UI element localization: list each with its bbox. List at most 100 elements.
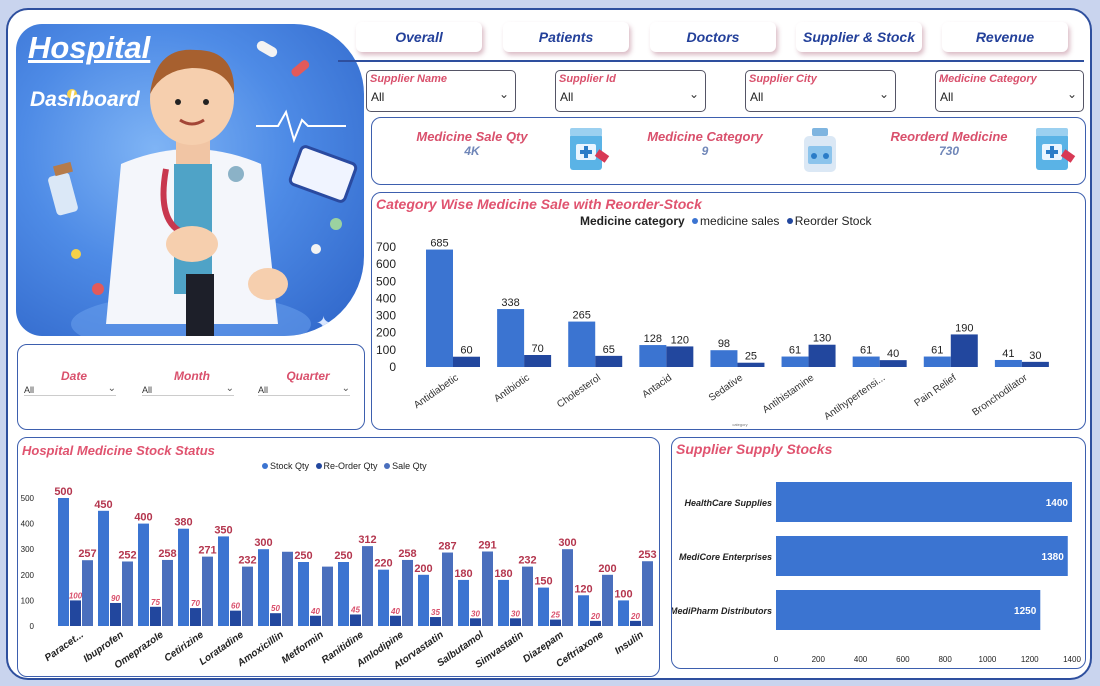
legend-item: Re-Order Qty [323,461,378,471]
data-label: 35 [431,608,440,617]
nav-revenue-button[interactable]: Revenue [942,22,1068,52]
supplier-name-slicer[interactable]: Supplier Name All ⌄ [366,70,516,112]
chevron-down-icon[interactable]: ⌄ [878,87,889,101]
data-label: 287 [438,541,456,553]
data-label: 60 [231,602,240,611]
chevron-down-icon[interactable]: ⌄ [688,87,699,101]
data-label: 232 [238,555,256,567]
bar [950,334,978,367]
month-slicer[interactable]: Month All ⌄ [142,369,242,396]
nav-overall-button[interactable]: Overall [356,22,482,52]
bar [578,595,589,626]
medicine-category-slicer[interactable]: Medicine Category All ⌄ [935,70,1084,112]
kpi-sale-qty-value: 4K [464,144,480,158]
supplier-id-slicer[interactable]: Supplier Id All ⌄ [555,70,706,112]
data-label: 41 [1002,348,1014,360]
x-tick-label: Antidiabetic [412,372,461,411]
medicine-box-icon [570,128,610,170]
chevron-down-icon[interactable]: ⌄ [341,383,350,394]
y-tick-label: 200 [21,571,35,580]
quarter-slicer[interactable]: Quarter All ⌄ [258,369,358,396]
y-tick-label: 600 [376,257,396,271]
chevron-down-icon[interactable]: ⌄ [498,87,509,101]
legend-item: medicine sales [700,214,780,228]
kpi-reorder-value: 730 [938,144,960,158]
legend-swatch [692,218,699,225]
data-label: 130 [813,333,831,345]
x-tick-label: Pain Relief [913,372,959,409]
slicer-label: Supplier Name [370,73,448,85]
slicer-label: Supplier Id [559,73,616,85]
dashboard-frame: ✦ Hospital Dashboard Overall Patients Do… [6,8,1092,680]
x-tick-label: Cholesterol [555,372,603,410]
nav-divider [338,60,1084,62]
x-tick-label: Paracet... [43,629,86,664]
x-tick-label: Bronchodilator [970,372,1030,418]
data-label: 20 [630,612,640,621]
data-label: 70 [531,343,543,355]
legend-item: Stock Qty [270,461,310,471]
data-label: 61 [860,345,872,357]
bar [666,346,694,367]
bar [808,344,836,367]
category-chart-title: Category Wise Medicine Sale with Reorder… [376,196,702,212]
bar [350,614,361,626]
data-label: 253 [638,549,656,561]
slicer-value: All [560,90,574,104]
bar [110,602,121,626]
data-label: 30 [511,609,520,618]
data-label: 100 [69,591,83,600]
data-label: 45 [350,605,360,614]
stock-chart-title: Hospital Medicine Stock Status [22,443,215,458]
bar [298,562,309,626]
doctor-illustration: ✦ [48,41,358,336]
y-tick-label: 300 [376,309,396,323]
bar [710,350,738,367]
bar [642,561,653,626]
bar [776,536,1068,576]
bar [190,608,201,626]
bar [378,569,389,626]
data-label: 61 [931,345,943,357]
supplier-bar-chart: HealthCare Supplies 1400 MediCore Enterpri… [672,482,1081,664]
data-label: 180 [494,568,512,580]
data-label: 180 [454,568,472,580]
data-label: 250 [294,550,312,562]
bar [218,536,229,626]
data-label: 400 [134,512,152,524]
bar [524,355,552,367]
nav-patients-button[interactable]: Patients [503,22,629,52]
bar [568,321,596,367]
legend-swatch [262,463,268,470]
data-label: 257 [78,548,96,560]
slicer-value: All [142,385,234,396]
data-label: 312 [358,534,376,546]
nav-doctors-button[interactable]: Doctors [650,22,776,52]
y-tick-label: MediPharm Distributors [672,606,772,616]
bar [390,615,401,626]
stock-chart-legend: Stock Qty Re-Order Qty Sale Qty [258,461,427,471]
supplier-city-slicer[interactable]: Supplier City All ⌄ [745,70,896,112]
bar [338,562,349,626]
chevron-down-icon[interactable]: ⌄ [225,383,234,394]
x-tick-label: 0 [774,655,779,664]
kpi-panel: Medicine Sale Qty 4K Medicine Category 9… [371,117,1086,185]
stock-bar-chart: 0 100 200 300 400 500 500 100 257 Paracet... 450 90… [21,486,657,673]
y-tick-label: 400 [376,291,396,305]
data-label: 120 [574,583,592,595]
y-tick-label: 100 [21,596,35,605]
data-label: 220 [374,558,392,570]
category-chart-panel: Category Wise Medicine Sale with Reorder… [371,192,1086,430]
data-label: 350 [214,524,232,536]
date-slicer[interactable]: Date All ⌄ [24,369,124,396]
chevron-down-icon[interactable]: ⌄ [107,383,116,394]
bar [923,356,951,367]
y-tick-label: 0 [30,622,35,631]
data-label: 30 [471,609,480,618]
y-tick-label: 300 [21,545,35,554]
nav-supplier-stock-button[interactable]: Supplier & Stock [796,22,922,52]
chevron-down-icon[interactable]: ⌄ [1066,87,1077,101]
bar [602,574,613,626]
bar [497,309,525,367]
bar [70,600,81,626]
